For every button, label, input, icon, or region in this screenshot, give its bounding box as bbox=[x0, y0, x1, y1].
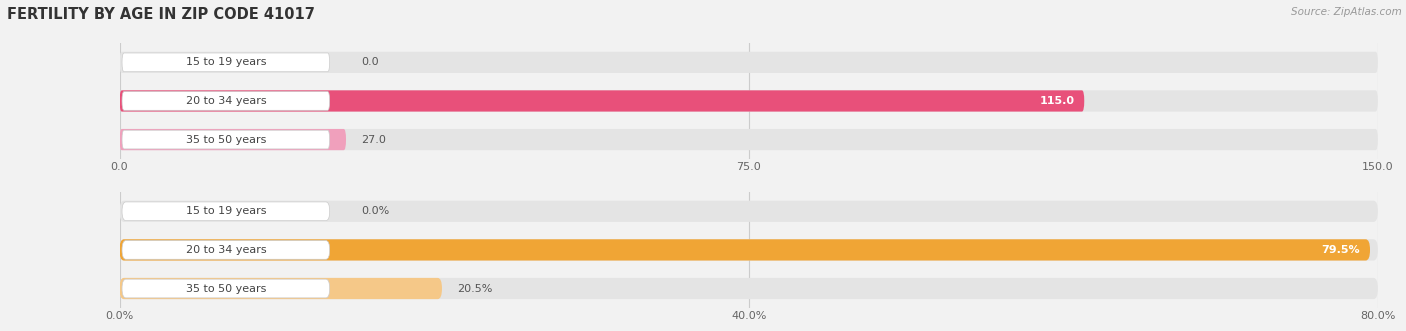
Text: FERTILITY BY AGE IN ZIP CODE 41017: FERTILITY BY AGE IN ZIP CODE 41017 bbox=[7, 7, 315, 22]
Text: 115.0: 115.0 bbox=[1039, 96, 1074, 106]
Text: Source: ZipAtlas.com: Source: ZipAtlas.com bbox=[1291, 7, 1402, 17]
Text: 79.5%: 79.5% bbox=[1322, 245, 1360, 255]
Text: 27.0: 27.0 bbox=[361, 135, 387, 145]
FancyBboxPatch shape bbox=[122, 279, 329, 298]
Text: 20 to 34 years: 20 to 34 years bbox=[186, 245, 266, 255]
FancyBboxPatch shape bbox=[122, 53, 329, 72]
FancyBboxPatch shape bbox=[122, 202, 329, 221]
Text: 20 to 34 years: 20 to 34 years bbox=[186, 96, 266, 106]
FancyBboxPatch shape bbox=[120, 129, 1378, 150]
FancyBboxPatch shape bbox=[120, 52, 1378, 73]
Text: 35 to 50 years: 35 to 50 years bbox=[186, 284, 266, 294]
Text: 0.0: 0.0 bbox=[361, 57, 378, 67]
FancyBboxPatch shape bbox=[120, 90, 1084, 112]
FancyBboxPatch shape bbox=[120, 129, 346, 150]
Text: 15 to 19 years: 15 to 19 years bbox=[186, 206, 266, 216]
Text: 20.5%: 20.5% bbox=[457, 284, 492, 294]
FancyBboxPatch shape bbox=[120, 90, 1378, 112]
FancyBboxPatch shape bbox=[122, 130, 329, 149]
FancyBboxPatch shape bbox=[120, 201, 1378, 222]
FancyBboxPatch shape bbox=[120, 278, 1378, 299]
FancyBboxPatch shape bbox=[120, 239, 1369, 260]
FancyBboxPatch shape bbox=[122, 241, 329, 259]
FancyBboxPatch shape bbox=[120, 278, 441, 299]
Text: 0.0%: 0.0% bbox=[361, 206, 389, 216]
Text: 35 to 50 years: 35 to 50 years bbox=[186, 135, 266, 145]
Text: 15 to 19 years: 15 to 19 years bbox=[186, 57, 266, 67]
FancyBboxPatch shape bbox=[122, 92, 329, 110]
FancyBboxPatch shape bbox=[120, 239, 1378, 260]
